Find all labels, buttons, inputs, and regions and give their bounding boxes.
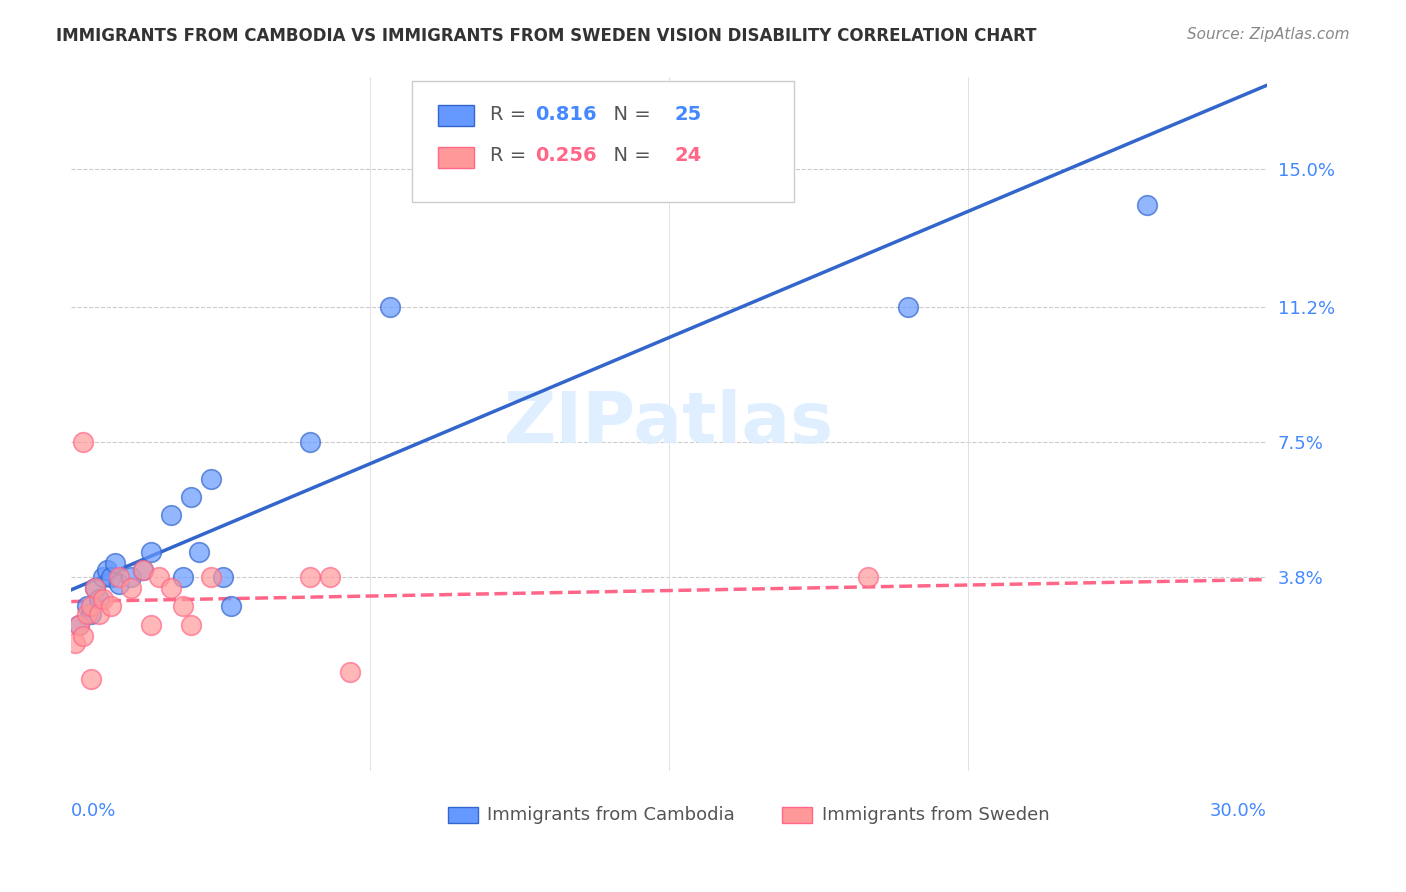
Point xyxy=(91,570,114,584)
Text: 0.256: 0.256 xyxy=(536,146,596,165)
Point xyxy=(91,592,114,607)
Text: Immigrants from Cambodia: Immigrants from Cambodia xyxy=(488,805,735,824)
Point xyxy=(67,617,90,632)
Point xyxy=(658,180,681,194)
Point xyxy=(211,570,233,584)
Text: 25: 25 xyxy=(675,104,702,124)
Point xyxy=(80,599,103,614)
Point xyxy=(89,592,111,607)
Point xyxy=(180,617,202,632)
Point xyxy=(378,300,401,314)
Text: 0.816: 0.816 xyxy=(536,104,596,124)
Point xyxy=(1136,198,1159,212)
FancyBboxPatch shape xyxy=(439,147,474,168)
Point xyxy=(72,629,94,643)
Point xyxy=(180,490,202,504)
Point xyxy=(100,570,122,584)
Text: Immigrants from Sweden: Immigrants from Sweden xyxy=(823,805,1049,824)
Point xyxy=(299,435,322,450)
Point xyxy=(104,556,127,570)
Point xyxy=(76,607,98,621)
Point xyxy=(172,599,194,614)
Point xyxy=(76,599,98,614)
Text: ZIPatlas: ZIPatlas xyxy=(503,390,834,458)
Point xyxy=(339,665,361,679)
Text: R =: R = xyxy=(489,104,531,124)
Point xyxy=(172,570,194,584)
Point xyxy=(80,673,103,687)
FancyBboxPatch shape xyxy=(782,807,813,822)
Point xyxy=(72,435,94,450)
Text: 24: 24 xyxy=(675,146,702,165)
Point xyxy=(200,570,222,584)
Point xyxy=(120,581,142,595)
Point xyxy=(139,544,162,558)
Point xyxy=(84,581,107,595)
Point xyxy=(160,581,183,595)
FancyBboxPatch shape xyxy=(412,81,794,202)
Point xyxy=(100,599,122,614)
Text: Source: ZipAtlas.com: Source: ZipAtlas.com xyxy=(1187,27,1350,42)
Point xyxy=(219,599,242,614)
Text: 0.0%: 0.0% xyxy=(72,802,117,820)
FancyBboxPatch shape xyxy=(439,105,474,126)
Point xyxy=(139,617,162,632)
Point xyxy=(187,544,209,558)
Point xyxy=(65,636,87,650)
Text: N =: N = xyxy=(600,146,657,165)
Point xyxy=(108,577,131,591)
FancyBboxPatch shape xyxy=(447,807,478,822)
Point xyxy=(132,563,155,577)
Point xyxy=(132,563,155,577)
Text: N =: N = xyxy=(600,104,657,124)
Point xyxy=(299,570,322,584)
Point xyxy=(160,508,183,523)
Point xyxy=(200,472,222,486)
Point xyxy=(96,563,118,577)
Text: 30.0%: 30.0% xyxy=(1209,802,1267,820)
Point xyxy=(89,607,111,621)
Point xyxy=(319,570,342,584)
Text: IMMIGRANTS FROM CAMBODIA VS IMMIGRANTS FROM SWEDEN VISION DISABILITY CORRELATION: IMMIGRANTS FROM CAMBODIA VS IMMIGRANTS F… xyxy=(56,27,1036,45)
Point xyxy=(120,570,142,584)
Point xyxy=(856,570,879,584)
Point xyxy=(897,300,920,314)
Point xyxy=(84,581,107,595)
Text: R =: R = xyxy=(489,146,531,165)
Point xyxy=(108,570,131,584)
Point xyxy=(80,607,103,621)
Point xyxy=(148,570,170,584)
Point xyxy=(67,617,90,632)
